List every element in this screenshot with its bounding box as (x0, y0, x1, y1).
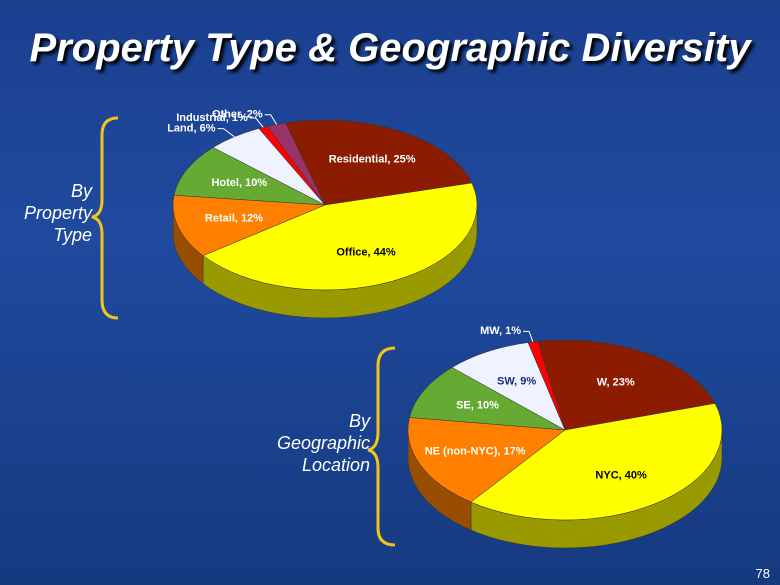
data-label: MW, 1% (480, 325, 521, 337)
slice (202, 182, 478, 291)
data-label: Hotel, 10% (211, 177, 267, 189)
chart-title: By Property Type (23, 181, 92, 245)
data-label: Industrial, 1% (176, 112, 248, 124)
slice (537, 339, 716, 431)
leader-line (217, 128, 235, 138)
slice (285, 119, 473, 206)
slice (409, 367, 566, 431)
leader-line (523, 330, 534, 343)
leader-line (249, 117, 264, 128)
data-label: Retail, 12% (205, 213, 263, 225)
data-label: SE, 10% (456, 399, 499, 411)
slice (451, 342, 566, 431)
slice (470, 403, 723, 521)
slide-title: Property Type & Geographic Diversity (29, 26, 751, 70)
data-label: Residential, 25% (329, 153, 416, 165)
data-label: W, 23% (597, 376, 635, 388)
data-label: NE (non-NYC), 17% (425, 445, 526, 457)
slice (407, 417, 566, 503)
leader-line (264, 114, 277, 125)
data-label: Other, 2% (212, 109, 263, 121)
data-label: SW, 9% (497, 375, 536, 387)
brace (91, 116, 119, 320)
data-label: Land, 6% (167, 122, 216, 134)
data-label: NYC, 40% (595, 470, 647, 482)
page-number: 78 (755, 566, 770, 581)
chart-title: By Geographic Location (276, 411, 370, 475)
slice (172, 194, 326, 256)
data-label: Office, 44% (336, 246, 396, 258)
slice (173, 147, 326, 206)
brace (367, 346, 396, 547)
